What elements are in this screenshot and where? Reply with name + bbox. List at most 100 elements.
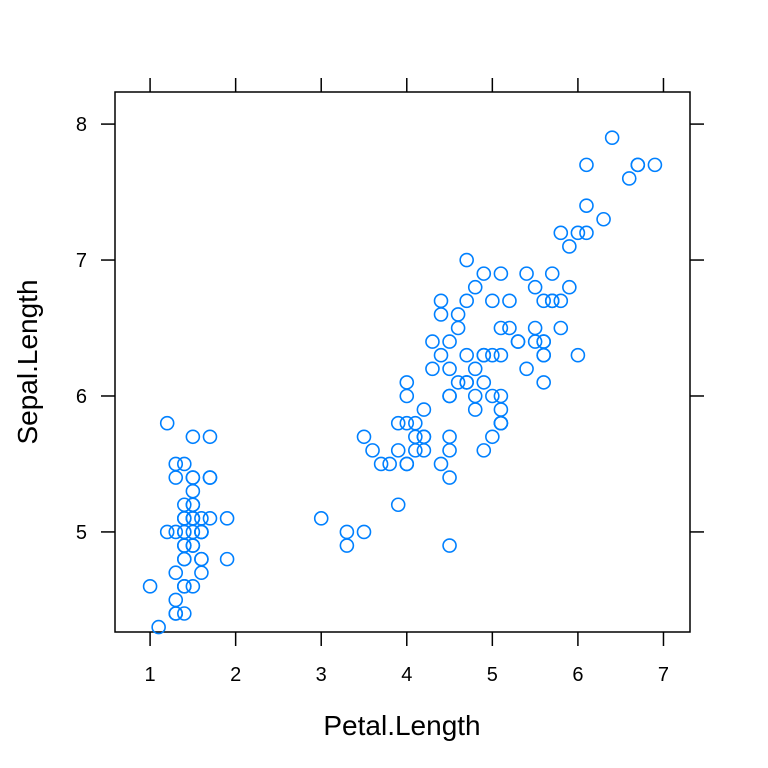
y-tick-label: 5: [76, 522, 87, 544]
data-point: [570, 347, 586, 363]
data-point: [356, 524, 372, 540]
data-point: [502, 320, 517, 336]
data-point: [553, 225, 569, 241]
data-point: [185, 579, 201, 594]
data-point: [168, 456, 184, 472]
data-point: [177, 456, 192, 472]
data-point: [194, 551, 209, 567]
data-point: [553, 293, 569, 309]
data-point: [579, 157, 594, 173]
x-tick-label: 5: [487, 664, 498, 686]
data-point: [425, 361, 440, 377]
data-point: [168, 606, 184, 621]
data-point: [185, 470, 201, 485]
data-point: [399, 415, 415, 431]
data-point: [442, 443, 457, 458]
data-point: [219, 551, 235, 567]
data-point: [168, 470, 184, 485]
data-point: [194, 511, 209, 526]
data-point: [433, 456, 449, 472]
data-point: [399, 456, 415, 472]
data-point: [647, 157, 663, 173]
y-tick-label: 7: [76, 250, 87, 272]
data-point: [442, 538, 457, 553]
data-point: [553, 320, 569, 336]
data-point: [399, 388, 415, 404]
data-point: [382, 456, 397, 472]
data-point: [202, 429, 218, 445]
data-point: [485, 429, 500, 445]
data-point: [185, 483, 201, 499]
data-point: [408, 429, 423, 445]
x-tick-label: 7: [658, 664, 669, 686]
x-tick-label: 6: [572, 664, 583, 686]
data-point: [476, 347, 492, 363]
x-tick-label: 2: [230, 664, 241, 686]
data-point: [416, 429, 432, 445]
data-point: [459, 375, 474, 390]
y-tick-label: 6: [76, 386, 87, 408]
data-point: [168, 524, 184, 540]
data-point: [450, 320, 466, 336]
data-point: [356, 429, 372, 445]
data-point: [313, 511, 329, 526]
data-point: [562, 239, 577, 254]
data-point: [339, 524, 355, 540]
data-point: [544, 293, 560, 309]
data-point: [373, 456, 389, 472]
data-point: [519, 361, 534, 377]
data-point: [159, 524, 175, 540]
data-point: [527, 334, 543, 349]
data-point: [476, 443, 492, 458]
data-point: [390, 415, 406, 431]
data-point: [177, 551, 192, 567]
data-point: [202, 470, 218, 485]
data-point: [476, 375, 492, 390]
data-point: [416, 402, 432, 417]
x-axis-title: Petal.Length: [323, 710, 480, 741]
y-axis-title: Sepal.Length: [12, 279, 43, 444]
data-point: [399, 375, 415, 390]
data-point: [476, 266, 492, 281]
data-point: [536, 375, 551, 390]
data-point: [177, 606, 192, 621]
data-point: [596, 211, 611, 227]
data-point: [159, 415, 175, 431]
data-point: [168, 592, 184, 608]
data-point: [570, 225, 586, 241]
data-point: [621, 171, 637, 186]
data-point: [467, 388, 483, 404]
x-tick-label: 1: [145, 664, 156, 686]
data-point: [527, 279, 543, 295]
data-point: [485, 388, 500, 404]
data-point: [467, 279, 483, 295]
data-point: [442, 470, 457, 485]
data-point: [168, 565, 184, 581]
data-point: [467, 402, 483, 417]
data-point: [433, 347, 449, 363]
data-point: [416, 443, 432, 458]
data-point: [442, 334, 457, 349]
data-point: [390, 443, 406, 458]
data-point: [630, 157, 646, 173]
data-point: [493, 266, 509, 281]
data-point: [459, 347, 474, 363]
data-point: [493, 402, 509, 417]
data-point: [185, 429, 201, 445]
data-point: [151, 619, 166, 635]
data-point: [467, 361, 483, 377]
data-point: [433, 293, 449, 309]
data-point: [202, 511, 218, 526]
data-point: [579, 225, 594, 241]
data-point: [442, 429, 457, 445]
data-point: [459, 293, 474, 309]
data-point: [485, 347, 500, 363]
data-point: [219, 511, 235, 526]
data-point: [390, 497, 406, 513]
data-point: [519, 266, 534, 281]
data-point: [433, 307, 449, 322]
data-point: [177, 497, 192, 513]
data-point: [604, 130, 620, 145]
data-point: [536, 347, 551, 363]
